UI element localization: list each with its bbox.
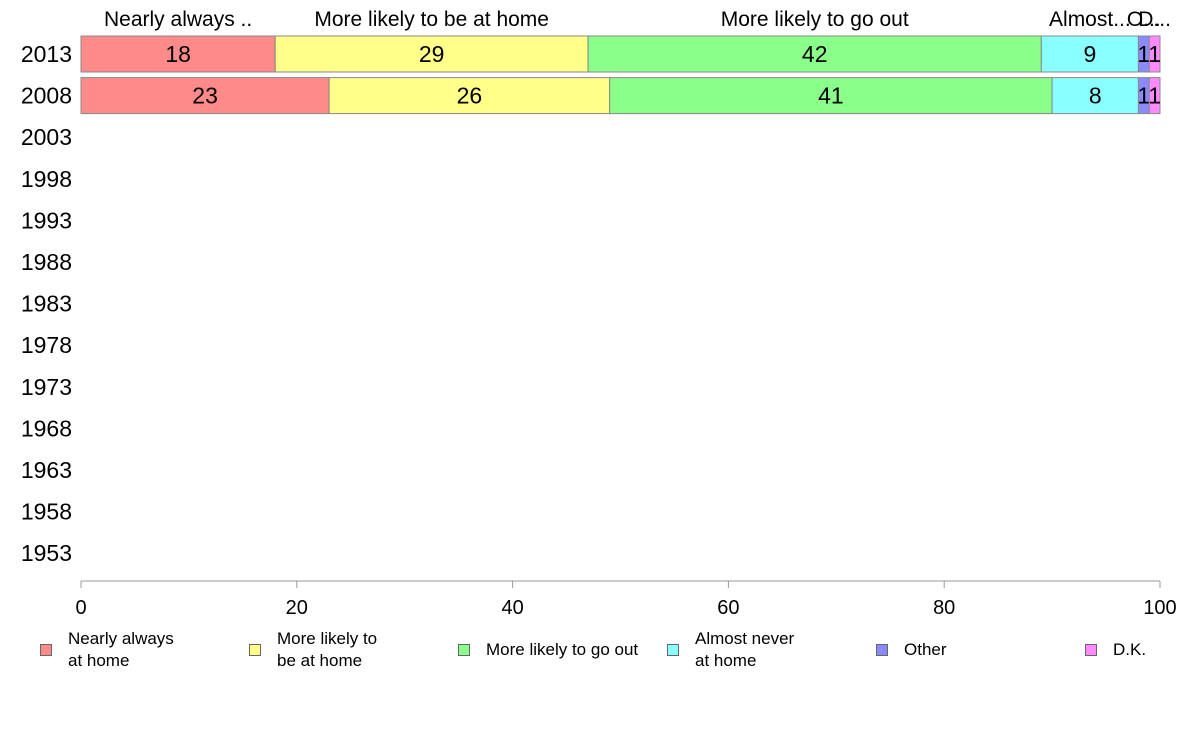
- x-tick-label: 100: [1143, 597, 1176, 619]
- legend-label: Almost never at home: [695, 629, 795, 670]
- year-label: 1958: [21, 499, 72, 525]
- year-label: 1968: [21, 415, 72, 441]
- bar-segment: [80, 35, 276, 73]
- bar-segment: [587, 35, 1042, 73]
- year-label: 2008: [21, 83, 72, 109]
- legend-swatch: [1085, 644, 1097, 656]
- legend-item: More likely to go out: [458, 628, 638, 661]
- year-label: 2013: [21, 41, 72, 67]
- x-tick-label: 40: [501, 597, 523, 619]
- data-label: 1: [1137, 83, 1150, 109]
- year-label: 1998: [21, 166, 72, 192]
- legend-label: Nearly always at home: [68, 629, 174, 670]
- x-tick-label: 0: [75, 597, 86, 619]
- bar-segment: [1148, 35, 1161, 73]
- year-label: 1963: [21, 457, 72, 483]
- bar-segment: [274, 35, 589, 73]
- series-top-label: Almost...: [1049, 8, 1131, 31]
- bar-segment: [80, 77, 330, 115]
- legend-label: D.K.: [1113, 640, 1147, 659]
- legend-label: Other: [904, 640, 947, 659]
- data-label: 18: [165, 41, 191, 67]
- year-label: 1953: [21, 540, 72, 566]
- legend-item: More likely to be at home: [249, 628, 377, 672]
- bar-segment: [1148, 77, 1161, 115]
- data-label: 9: [1083, 41, 1096, 67]
- x-tick-label: 20: [286, 597, 308, 619]
- year-label: 1978: [21, 332, 72, 358]
- series-top-label: Nearly always ..: [104, 8, 252, 31]
- bar-segment: [328, 77, 611, 115]
- legend-item: Almost never at home: [667, 628, 794, 672]
- data-label: 23: [192, 83, 218, 109]
- x-tick-label: 80: [933, 597, 955, 619]
- data-label: 8: [1089, 83, 1102, 109]
- data-label: 42: [802, 41, 828, 67]
- year-label: 2003: [21, 124, 72, 150]
- legend-swatch: [667, 644, 679, 656]
- series-top-label: More likely to be at home: [314, 8, 549, 31]
- legend-swatch: [40, 644, 52, 656]
- legend-swatch: [249, 644, 261, 656]
- bar-segment: [609, 77, 1053, 115]
- year-label: 1993: [21, 207, 72, 233]
- data-label: 1: [1137, 41, 1150, 67]
- year-label: 1988: [21, 249, 72, 275]
- legend-label: More likely to be at home: [277, 629, 378, 670]
- legend-swatch: [876, 644, 888, 656]
- year-label: 1973: [21, 374, 72, 400]
- series-top-label: D...: [1138, 8, 1171, 31]
- x-tick-label: 60: [717, 597, 739, 619]
- legend-swatch: [458, 644, 470, 656]
- data-label: 29: [419, 41, 445, 67]
- series-top-label: More likely to go out: [721, 8, 909, 31]
- data-label: 1: [1148, 41, 1161, 67]
- legend-item: Nearly always at home: [40, 628, 174, 672]
- legend-item: Other: [876, 628, 947, 661]
- legend-item: D.K.: [1085, 628, 1146, 661]
- legend-label: More likely to go out: [486, 640, 639, 659]
- data-label: 26: [457, 83, 483, 109]
- chart-legend: Nearly always at home More likely to be a…: [0, 628, 1188, 688]
- year-label: 1983: [21, 291, 72, 317]
- data-label: 41: [818, 83, 844, 109]
- series-top-label: O...: [1127, 8, 1161, 31]
- stacked-bar-chart: 2013200820031998199319881983197819731968…: [21, 8, 1177, 619]
- data-label: 1: [1148, 83, 1161, 109]
